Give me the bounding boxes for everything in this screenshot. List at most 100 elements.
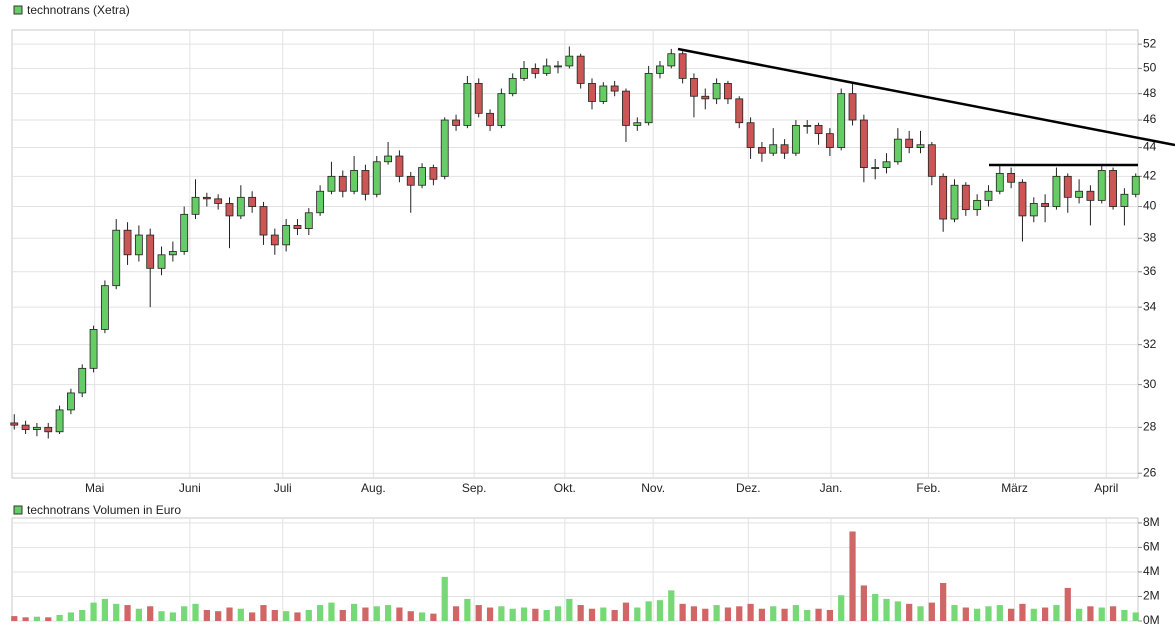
- candle-body: [1007, 172, 1016, 183]
- candle-body: [644, 72, 653, 124]
- candle-body: [791, 125, 800, 154]
- y-tick-label: 2M: [1143, 589, 1160, 603]
- candle-body: [248, 196, 257, 207]
- candle-body: [293, 224, 302, 229]
- volume-bar: [928, 602, 935, 621]
- volume-bar: [124, 605, 131, 621]
- x-tick-label: Mai: [85, 481, 104, 495]
- volume-bar: [79, 609, 86, 621]
- volume-bar: [917, 606, 924, 621]
- y-tick-label: 4M: [1143, 564, 1160, 578]
- volume-bar: [317, 605, 324, 621]
- volume-bar: [588, 608, 596, 621]
- volume-bar: [430, 613, 437, 621]
- x-tick-label: Aug.: [361, 481, 386, 495]
- candle-body: [905, 138, 914, 148]
- y-tick-label: 0M: [1143, 613, 1160, 627]
- candle-body: [452, 119, 460, 126]
- candle-body: [21, 424, 30, 430]
- volume-bar: [792, 605, 800, 621]
- volume-bar: [113, 603, 120, 621]
- x-tick-label: Feb.: [916, 481, 940, 495]
- y-tick-label: 42: [1143, 169, 1157, 183]
- volume-bar: [396, 607, 403, 621]
- candle-body: [610, 85, 619, 92]
- volume-bar: [135, 608, 142, 621]
- candle-body: [927, 144, 936, 177]
- volume-bar: [260, 605, 267, 621]
- candle-body: [950, 184, 959, 220]
- candle-body: [939, 175, 948, 220]
- volume-bar: [328, 602, 335, 621]
- candle-body: [259, 206, 268, 236]
- candle-body: [406, 175, 415, 186]
- candle-body: [814, 125, 823, 135]
- volume-bar: [1098, 607, 1105, 621]
- legend-swatch: [13, 505, 23, 515]
- volume-bar: [441, 576, 448, 621]
- candle-body: [350, 170, 359, 192]
- volume-bar: [1121, 609, 1128, 621]
- volume-bar: [962, 607, 969, 621]
- candle-body: [10, 422, 19, 426]
- candle-body: [690, 77, 698, 97]
- candle-body: [735, 98, 744, 124]
- candle-body: [656, 65, 664, 74]
- candle-body: [1109, 170, 1117, 207]
- volume-bar: [249, 612, 256, 621]
- volume-bar: [418, 612, 426, 621]
- candle-body: [89, 328, 98, 369]
- volume-bar: [804, 609, 811, 621]
- volume-bar: [373, 606, 380, 621]
- volume-bar: [634, 607, 641, 621]
- volume-bar: [724, 607, 732, 621]
- candle-body: [55, 409, 64, 433]
- volume-bar: [464, 598, 471, 621]
- volume-bar: [872, 594, 879, 621]
- candle-body: [123, 229, 132, 256]
- candle-body: [973, 199, 982, 211]
- volume-bar: [849, 531, 856, 621]
- candle-body: [837, 93, 846, 148]
- candle-body: [599, 85, 608, 102]
- price-frame: [11, 29, 1139, 479]
- candle-body: [384, 155, 393, 163]
- volume-bar: [532, 608, 539, 621]
- volume-bar: [645, 601, 652, 621]
- candle-body: [531, 68, 540, 74]
- volume-bar: [1041, 607, 1049, 621]
- y-tick-label: 36: [1143, 264, 1157, 278]
- volume-bar: [509, 608, 516, 621]
- volume-bar: [554, 606, 562, 621]
- volume-bar: [622, 602, 630, 621]
- volume-bar: [951, 605, 958, 621]
- volume-bar: [815, 608, 822, 621]
- y-tick-label: 30: [1143, 377, 1157, 391]
- volume-bar: [203, 609, 210, 621]
- y-tick-label: 8M: [1143, 515, 1160, 529]
- candle-body: [893, 138, 902, 163]
- volume-bar: [147, 606, 154, 621]
- candle-body: [916, 144, 925, 148]
- volume-bar: [1008, 608, 1015, 621]
- candle-body: [565, 55, 574, 67]
- candle-body: [1120, 193, 1129, 207]
- volume-bar: [894, 601, 901, 621]
- volume-bar: [339, 609, 346, 621]
- candle-body: [168, 251, 177, 256]
- candle-body: [984, 190, 993, 201]
- volume-bar: [520, 607, 528, 621]
- candle-body: [667, 53, 676, 67]
- volume-bar: [577, 605, 584, 621]
- volume-bar: [1064, 587, 1071, 621]
- legend-label: technotrans (Xetra): [27, 3, 130, 17]
- candle-body: [554, 65, 562, 68]
- candle-body: [746, 122, 755, 148]
- volume-bar: [656, 600, 664, 621]
- volume-bar: [237, 608, 244, 621]
- x-tick-label: Juni: [179, 481, 201, 495]
- candle-body: [202, 196, 211, 200]
- candle-body: [497, 93, 506, 126]
- volume-bar: [974, 608, 981, 621]
